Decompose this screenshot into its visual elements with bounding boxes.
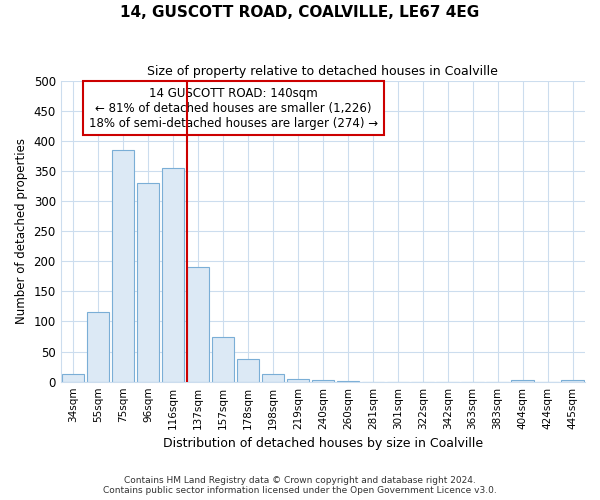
Bar	[337, 381, 359, 382]
Text: 14 GUSCOTT ROAD: 140sqm
← 81% of detached houses are smaller (1,226)
18% of semi: 14 GUSCOTT ROAD: 140sqm ← 81% of detache…	[89, 86, 378, 130]
Bar	[287, 378, 309, 382]
Y-axis label: Number of detached properties: Number of detached properties	[15, 138, 28, 324]
Bar	[511, 380, 534, 382]
Bar	[87, 312, 109, 382]
Text: Contains HM Land Registry data © Crown copyright and database right 2024.
Contai: Contains HM Land Registry data © Crown c…	[103, 476, 497, 495]
Bar	[262, 374, 284, 382]
X-axis label: Distribution of detached houses by size in Coalville: Distribution of detached houses by size …	[163, 437, 483, 450]
Title: Size of property relative to detached houses in Coalville: Size of property relative to detached ho…	[148, 65, 498, 78]
Bar	[162, 168, 184, 382]
Bar	[311, 380, 334, 382]
Bar	[137, 183, 159, 382]
Bar	[212, 336, 234, 382]
Bar	[112, 150, 134, 382]
Bar	[236, 359, 259, 382]
Bar	[62, 374, 85, 382]
Bar	[561, 380, 584, 382]
Bar	[187, 268, 209, 382]
Text: 14, GUSCOTT ROAD, COALVILLE, LE67 4EG: 14, GUSCOTT ROAD, COALVILLE, LE67 4EG	[121, 5, 479, 20]
